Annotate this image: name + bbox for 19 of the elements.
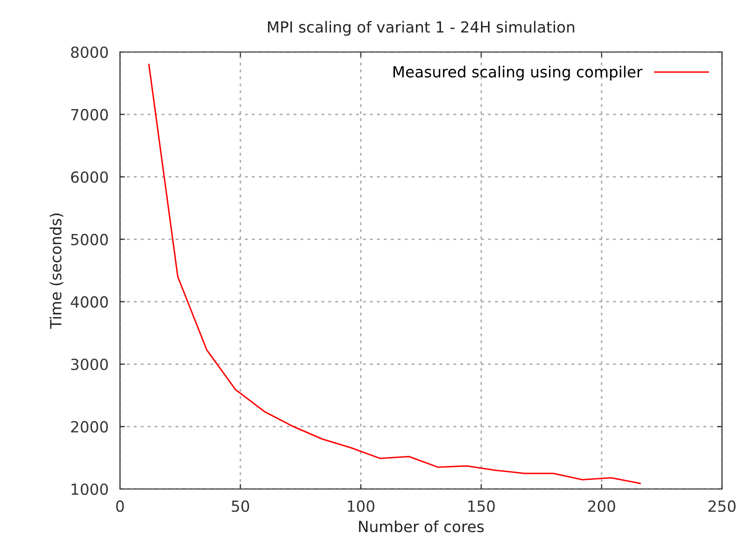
y-tick-label: 1000: [72, 483, 108, 496]
y-tick-label: 2000: [71, 421, 108, 433]
x-tick-label: 0: [116, 500, 124, 512]
x-tick-label: 150: [468, 500, 495, 512]
y-tick-label: 3000: [71, 358, 108, 370]
x-axis-title: Number of cores: [359, 520, 484, 532]
line-series: [148, 64, 641, 484]
legend-label: Measured scaling using compiler: [394, 66, 643, 81]
y-tick-label: 8000: [71, 46, 108, 58]
y-axis-title: Time (seconds): [50, 214, 64, 329]
x-tick-label: 50: [232, 500, 250, 512]
chart-title: MPI scaling of variant 1 - 24H simulation: [268, 20, 574, 36]
x-tick-label: 100: [348, 500, 374, 512]
y-tick-label: 5000: [71, 234, 108, 246]
y-tick-label: 4000: [70, 296, 108, 308]
x-tick-label: 200: [588, 500, 616, 512]
y-tick-label: 7000: [71, 108, 108, 120]
x-tick-label: 250: [708, 500, 736, 512]
y-tick-label: 6000: [71, 171, 108, 183]
